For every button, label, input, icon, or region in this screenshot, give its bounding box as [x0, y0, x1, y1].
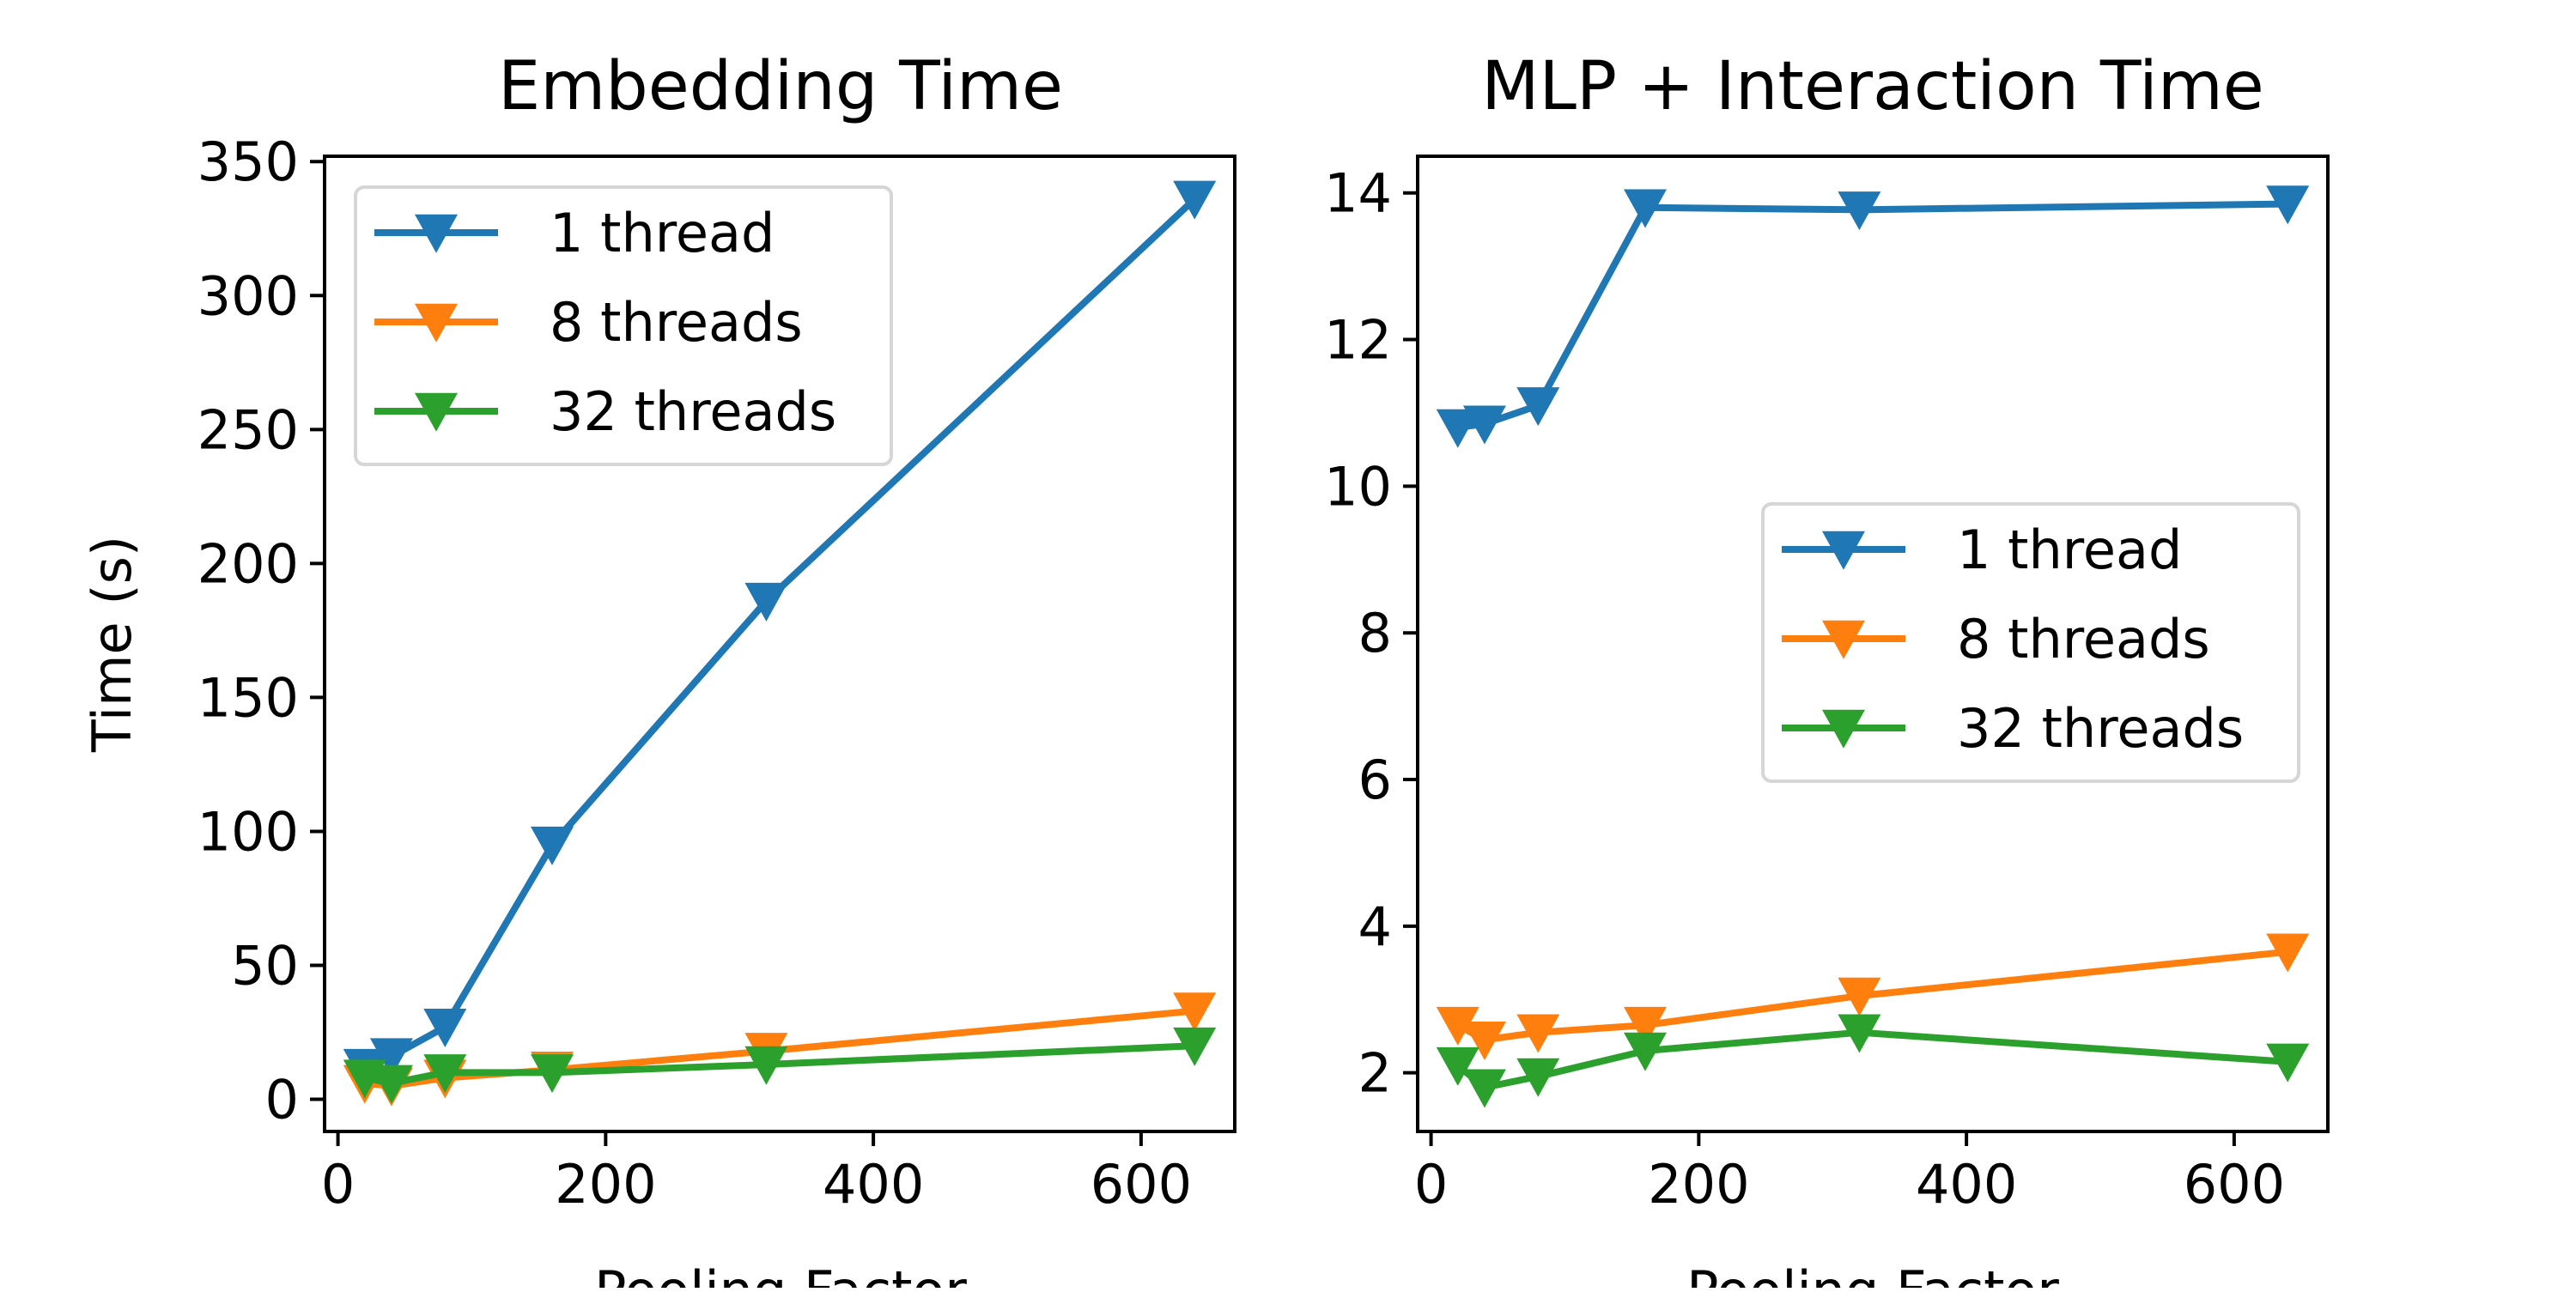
y-tick-label: 150: [197, 666, 299, 729]
data-point: [369, 1038, 413, 1077]
data-point: [1838, 191, 1881, 231]
y-tick-label: 0: [265, 1069, 299, 1131]
y-tick-label: 300: [197, 264, 299, 327]
data-point: [1516, 1014, 1560, 1053]
plot-area-frame: [323, 155, 1236, 1133]
y-axis-label: Time (s): [81, 536, 143, 753]
data-point: [1462, 405, 1506, 445]
x-tick-label: 200: [555, 1153, 656, 1216]
legend-label: 32 threads: [550, 380, 836, 443]
chart-title: MLP + Interaction Time: [1481, 48, 2264, 125]
x-tick-label: 400: [1916, 1153, 2017, 1216]
y-tick-label: 14: [1324, 162, 1392, 225]
y-tick-label: 200: [197, 532, 299, 595]
data-point: [1173, 992, 1217, 1032]
data-point: [1516, 387, 1560, 427]
y-tick-label: 4: [1358, 895, 1392, 958]
legend-label: 1 thread: [1957, 519, 2182, 581]
legend-swatch-marker: [415, 392, 458, 432]
data-point: [1436, 1046, 1479, 1086]
data-point: [1462, 1021, 1506, 1060]
data-point: [744, 1046, 788, 1085]
data-point: [1173, 180, 1217, 220]
data-point: [1436, 409, 1479, 448]
x-tick-label: 600: [2184, 1153, 2285, 1216]
y-tick-label: 10: [1324, 455, 1392, 518]
y-tick-label: 350: [197, 130, 299, 193]
x-tick-label: 400: [823, 1153, 924, 1216]
y-tick-label: 12: [1324, 309, 1392, 372]
legend-swatch-marker: [1822, 531, 1865, 570]
data-point: [423, 1054, 467, 1094]
y-tick-label: 250: [197, 398, 299, 461]
legend-swatch-marker: [415, 303, 458, 343]
embedding-time-panel: Embedding Time Pooling Factor Time (s) 0…: [81, 48, 1236, 1292]
legend-label: 32 threads: [1957, 697, 2244, 760]
data-point: [531, 826, 574, 865]
data-point: [423, 1009, 467, 1048]
legend-label: 8 threads: [1957, 608, 2210, 670]
data-point: [2266, 1043, 2310, 1083]
legend-swatch-marker: [1822, 620, 1865, 659]
data-point: [1173, 1027, 1217, 1066]
data-point: [1624, 189, 1667, 228]
x-tick-label: 0: [321, 1153, 355, 1216]
data-point: [531, 1054, 574, 1094]
y-tick-label: 8: [1358, 602, 1392, 664]
y-tick-label: 50: [231, 935, 299, 998]
legend-swatch-marker: [1822, 709, 1865, 749]
y-tick-label: 100: [197, 800, 299, 863]
data-point: [1624, 1032, 1667, 1071]
data-point: [744, 582, 788, 622]
data-point: [2266, 185, 2310, 225]
x-tick-label: 600: [1091, 1153, 1192, 1216]
data-point: [369, 1065, 413, 1104]
chart-title: Embedding Time: [498, 48, 1063, 125]
legend-box: [1761, 502, 2300, 783]
legend-label: 8 threads: [550, 291, 803, 354]
plot-area-frame: [1416, 155, 2330, 1133]
y-tick-label: 6: [1358, 749, 1392, 811]
x-axis-label: Pooling Factor: [594, 1259, 967, 1288]
x-axis-label: Pooling Factor: [1686, 1259, 2059, 1288]
legend-box: [354, 185, 893, 466]
data-point: [1838, 977, 1881, 1016]
data-point: [1462, 1069, 1506, 1108]
data-point: [1436, 1006, 1479, 1046]
x-tick-label: 0: [1414, 1153, 1448, 1216]
legend-label: 1 thread: [550, 202, 775, 264]
data-point: [1838, 1014, 1881, 1053]
y-tick-label: 2: [1358, 1042, 1392, 1105]
x-tick-label: 200: [1648, 1153, 1749, 1216]
data-point: [1624, 1006, 1667, 1046]
legend-swatch-marker: [415, 214, 458, 253]
mlp-interaction-time-panel: MLP + Interaction Time Pooling Factor 02…: [1324, 48, 2330, 1292]
data-point: [2266, 933, 2310, 973]
data-point: [1516, 1058, 1560, 1097]
